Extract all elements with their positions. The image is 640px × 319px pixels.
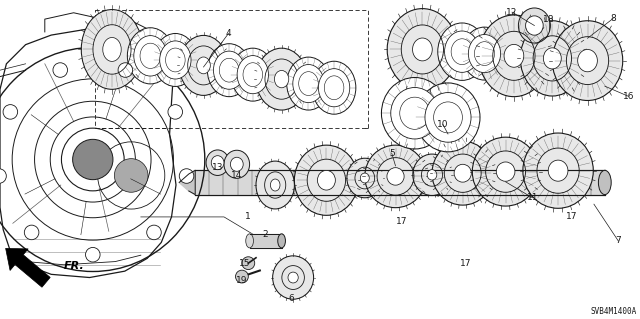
Text: 17: 17 bbox=[396, 217, 408, 226]
Text: 15: 15 bbox=[239, 259, 251, 268]
Ellipse shape bbox=[479, 15, 549, 97]
Ellipse shape bbox=[413, 154, 451, 196]
Ellipse shape bbox=[413, 38, 432, 61]
Circle shape bbox=[0, 169, 6, 183]
Ellipse shape bbox=[387, 9, 458, 90]
Ellipse shape bbox=[256, 161, 294, 209]
Ellipse shape bbox=[578, 49, 597, 72]
Ellipse shape bbox=[278, 234, 285, 248]
Ellipse shape bbox=[317, 170, 335, 190]
Ellipse shape bbox=[391, 87, 438, 139]
Ellipse shape bbox=[365, 145, 426, 208]
Ellipse shape bbox=[230, 157, 243, 171]
Text: SVB4M1400A: SVB4M1400A bbox=[591, 308, 637, 316]
Text: 4: 4 bbox=[226, 29, 231, 38]
Text: 5: 5 bbox=[389, 149, 394, 158]
Ellipse shape bbox=[256, 48, 307, 110]
Polygon shape bbox=[0, 29, 176, 278]
Ellipse shape bbox=[523, 133, 593, 208]
Ellipse shape bbox=[211, 156, 224, 170]
Circle shape bbox=[73, 139, 113, 180]
Ellipse shape bbox=[472, 137, 539, 206]
Ellipse shape bbox=[81, 10, 143, 89]
Text: 7: 7 bbox=[616, 236, 621, 245]
Circle shape bbox=[53, 63, 67, 77]
Text: 11: 11 bbox=[527, 193, 538, 202]
Circle shape bbox=[115, 159, 148, 192]
Ellipse shape bbox=[454, 164, 471, 182]
Ellipse shape bbox=[438, 23, 486, 80]
Ellipse shape bbox=[270, 179, 280, 191]
Text: 18: 18 bbox=[543, 15, 555, 24]
Ellipse shape bbox=[207, 44, 251, 97]
Ellipse shape bbox=[496, 162, 515, 181]
Text: 17: 17 bbox=[566, 212, 577, 221]
Text: 14: 14 bbox=[231, 171, 243, 180]
Circle shape bbox=[179, 169, 194, 183]
Text: 6: 6 bbox=[289, 294, 294, 303]
Ellipse shape bbox=[179, 35, 228, 95]
Ellipse shape bbox=[237, 56, 268, 94]
Circle shape bbox=[24, 225, 39, 240]
Ellipse shape bbox=[160, 41, 191, 79]
Text: 1: 1 bbox=[246, 212, 251, 221]
Polygon shape bbox=[179, 170, 195, 195]
Ellipse shape bbox=[381, 78, 448, 149]
Ellipse shape bbox=[428, 170, 437, 180]
Ellipse shape bbox=[294, 145, 358, 215]
Ellipse shape bbox=[520, 21, 584, 96]
Ellipse shape bbox=[246, 234, 253, 248]
Text: 8: 8 bbox=[611, 14, 616, 23]
Ellipse shape bbox=[445, 31, 479, 72]
Text: FR.: FR. bbox=[64, 261, 84, 271]
Ellipse shape bbox=[360, 173, 369, 183]
Circle shape bbox=[242, 257, 255, 270]
Ellipse shape bbox=[288, 272, 298, 283]
Ellipse shape bbox=[154, 33, 197, 86]
Ellipse shape bbox=[416, 83, 480, 152]
Ellipse shape bbox=[103, 38, 121, 62]
Ellipse shape bbox=[518, 8, 550, 43]
Ellipse shape bbox=[196, 57, 211, 74]
Text: 10: 10 bbox=[437, 120, 449, 129]
Ellipse shape bbox=[548, 160, 568, 181]
Polygon shape bbox=[6, 249, 50, 287]
Text: 13: 13 bbox=[212, 163, 223, 172]
Text: 19: 19 bbox=[236, 276, 248, 285]
Ellipse shape bbox=[347, 158, 383, 198]
Ellipse shape bbox=[273, 256, 314, 299]
Ellipse shape bbox=[425, 93, 471, 142]
Circle shape bbox=[147, 225, 161, 240]
Ellipse shape bbox=[287, 57, 330, 110]
Ellipse shape bbox=[432, 141, 493, 205]
Text: 12: 12 bbox=[506, 8, 518, 17]
Ellipse shape bbox=[214, 51, 244, 89]
Ellipse shape bbox=[293, 64, 324, 103]
Ellipse shape bbox=[543, 48, 561, 69]
Circle shape bbox=[3, 105, 18, 119]
Circle shape bbox=[86, 248, 100, 262]
Text: 17: 17 bbox=[460, 259, 472, 268]
Circle shape bbox=[236, 270, 248, 283]
Ellipse shape bbox=[231, 48, 275, 101]
Text: 16: 16 bbox=[623, 92, 634, 101]
Ellipse shape bbox=[319, 69, 349, 107]
Ellipse shape bbox=[462, 27, 507, 80]
Ellipse shape bbox=[134, 36, 167, 76]
Ellipse shape bbox=[468, 34, 500, 73]
Ellipse shape bbox=[525, 16, 543, 35]
Circle shape bbox=[168, 105, 182, 119]
Ellipse shape bbox=[275, 70, 289, 88]
Text: 2: 2 bbox=[263, 230, 268, 239]
Ellipse shape bbox=[206, 150, 229, 175]
Circle shape bbox=[118, 63, 132, 77]
Ellipse shape bbox=[127, 28, 173, 84]
Ellipse shape bbox=[224, 150, 250, 178]
Ellipse shape bbox=[504, 44, 524, 67]
Ellipse shape bbox=[552, 21, 623, 100]
Ellipse shape bbox=[598, 170, 611, 195]
Ellipse shape bbox=[387, 168, 404, 185]
Ellipse shape bbox=[312, 61, 356, 114]
